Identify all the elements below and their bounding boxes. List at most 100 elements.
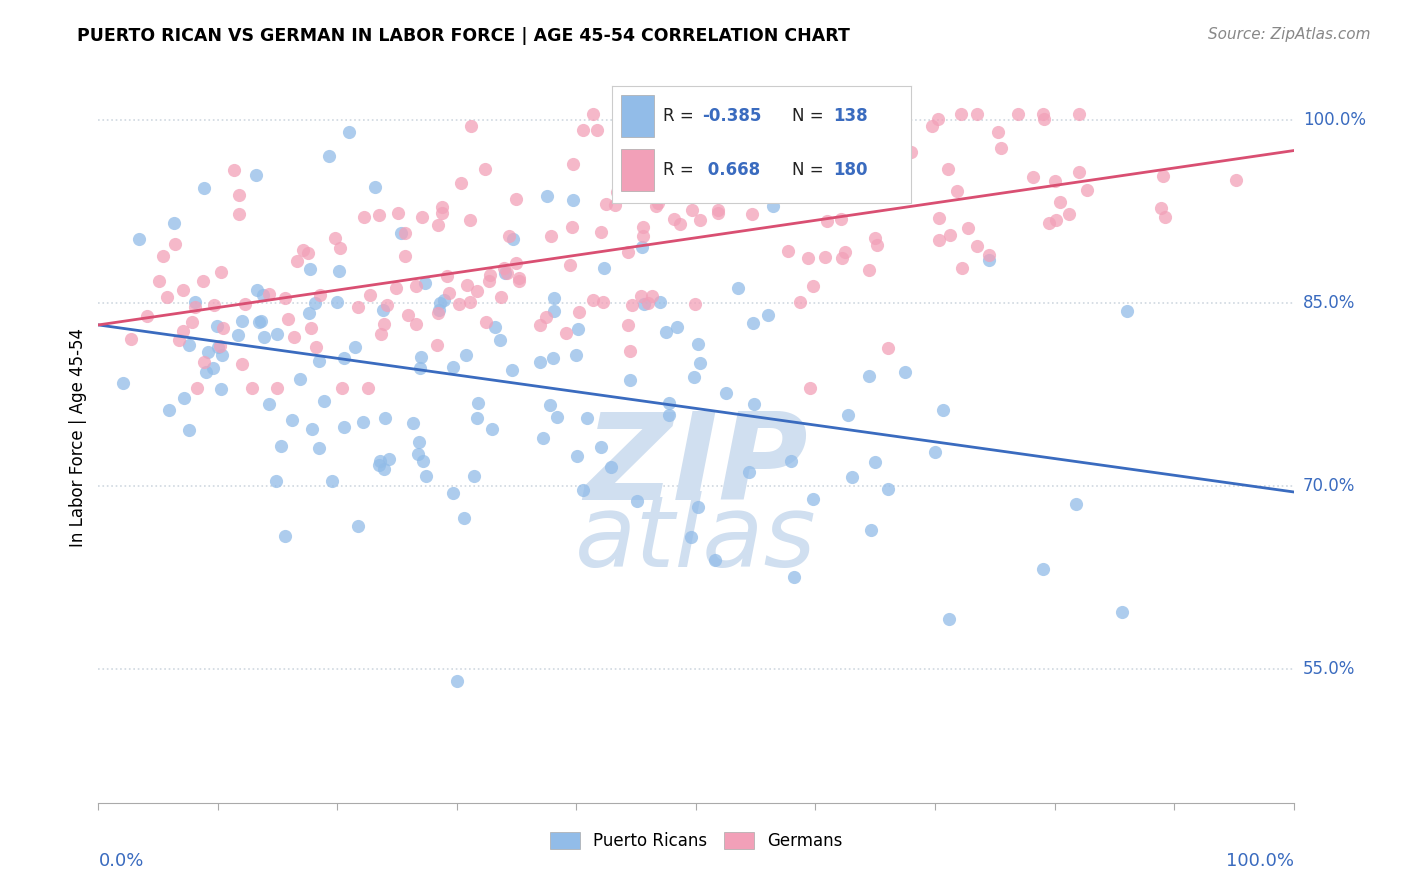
Point — [212, 321, 235, 335]
Point — [796, 251, 818, 265]
Point — [373, 302, 395, 317]
Point — [1152, 169, 1174, 183]
Text: atlas: atlas — [575, 491, 817, 588]
Point — [152, 249, 174, 263]
Point — [737, 150, 759, 164]
Point — [429, 295, 451, 310]
Text: 70.0%: 70.0% — [1303, 477, 1355, 495]
Point — [394, 249, 416, 263]
Point — [412, 454, 434, 468]
Point — [928, 211, 950, 225]
Point — [426, 219, 449, 233]
Point — [172, 325, 194, 339]
Point — [582, 107, 605, 121]
Point — [184, 300, 207, 314]
Point — [561, 219, 583, 234]
Point — [184, 295, 207, 310]
Point — [266, 474, 288, 488]
Point — [1049, 195, 1071, 210]
Point — [186, 381, 208, 395]
Point — [630, 289, 652, 303]
Point — [655, 325, 678, 339]
Point — [458, 213, 481, 227]
Point — [402, 416, 425, 430]
Point — [704, 187, 727, 202]
Point — [373, 462, 395, 476]
Point — [804, 154, 827, 169]
Point — [1153, 210, 1175, 224]
Point — [558, 258, 581, 272]
Point — [987, 125, 1010, 139]
Point — [408, 435, 430, 450]
Point — [204, 298, 226, 312]
Point — [111, 376, 134, 390]
Point — [783, 570, 806, 584]
Point — [936, 161, 959, 176]
Point — [304, 296, 326, 310]
Point — [488, 333, 510, 347]
Point — [714, 386, 737, 401]
Point — [370, 326, 392, 341]
Point — [326, 295, 349, 310]
Point — [568, 305, 591, 319]
Point — [231, 313, 253, 327]
Point — [299, 320, 322, 334]
Point — [644, 199, 666, 213]
Point — [356, 381, 378, 395]
Point — [433, 293, 456, 307]
Point — [866, 237, 889, 252]
Point — [1067, 165, 1090, 179]
Point — [387, 206, 409, 220]
Text: 100.0%: 100.0% — [1303, 112, 1367, 129]
Point — [298, 262, 321, 277]
Point — [481, 422, 503, 436]
Point — [603, 197, 626, 211]
Point — [927, 112, 949, 127]
Point — [830, 212, 852, 227]
Point — [741, 207, 763, 221]
Point — [681, 203, 703, 218]
Point — [288, 372, 311, 386]
Point — [591, 440, 613, 454]
Point — [938, 612, 960, 626]
Point — [328, 264, 350, 278]
Point — [631, 239, 654, 253]
Point — [841, 470, 863, 484]
Point — [721, 180, 744, 194]
Point — [367, 458, 389, 472]
Point — [389, 226, 412, 240]
Point — [368, 208, 391, 222]
Text: 0.0%: 0.0% — [98, 852, 143, 870]
Point — [1064, 497, 1087, 511]
Point — [658, 408, 681, 422]
Point — [637, 296, 659, 310]
Point — [536, 189, 558, 203]
Point — [474, 162, 496, 177]
Point — [662, 211, 685, 226]
Point — [405, 317, 427, 331]
Point — [707, 206, 730, 220]
Point — [623, 146, 645, 161]
Point — [593, 260, 616, 275]
Point — [477, 274, 499, 288]
Point — [681, 531, 703, 545]
Point — [669, 217, 692, 231]
Point — [658, 396, 681, 410]
Point — [274, 291, 297, 305]
Point — [394, 227, 416, 241]
Point — [247, 315, 270, 329]
Point — [837, 408, 859, 422]
Point — [565, 348, 588, 362]
Point — [921, 120, 943, 134]
Point — [1032, 107, 1054, 121]
Point — [484, 320, 506, 334]
Point — [128, 232, 150, 246]
Point — [456, 348, 478, 362]
Point — [494, 266, 516, 280]
Point — [494, 260, 516, 275]
Point — [858, 262, 880, 277]
Point — [148, 274, 170, 288]
Point — [631, 220, 654, 235]
Point — [555, 326, 578, 340]
Point — [756, 308, 779, 322]
